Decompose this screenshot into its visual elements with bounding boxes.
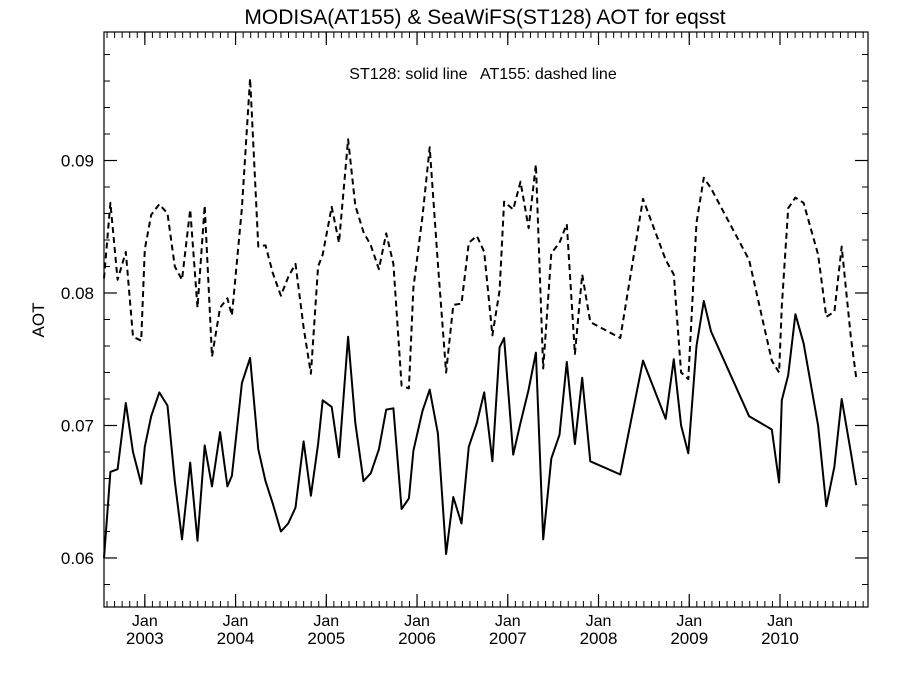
x-tick-year-label: 2003	[126, 629, 164, 648]
x-tick-month-label: Jan	[313, 613, 339, 630]
minor-ticks	[104, 32, 868, 607]
x-tick-month-label: Jan	[404, 613, 430, 630]
series-line-at155	[103, 77, 858, 390]
y-tick-label: 0.08	[61, 284, 94, 303]
y-tick-label: 0.06	[61, 549, 94, 568]
y-axis-label: AOT	[29, 303, 48, 338]
x-tick-month-label: Jan	[676, 613, 702, 630]
x-tick-year-label: 2005	[307, 629, 345, 648]
x-tick-year-label: 2010	[761, 629, 799, 648]
y-tick-label: 0.07	[61, 416, 94, 435]
series-line-st128	[103, 300, 858, 559]
y-axis-ticks: 0.06 0.07 0.08 0.09	[61, 152, 868, 568]
x-tick-month-label: Jan	[223, 613, 249, 630]
x-tick-year-label: 2008	[580, 629, 618, 648]
x-tick-month-label: Jan	[767, 613, 793, 630]
x-tick-month-label: Jan	[495, 613, 521, 630]
x-tick-month-label: Jan	[586, 613, 612, 630]
legend-annotation: ST128: solid line AT155: dashed line	[349, 66, 617, 83]
x-tick-year-label: 2009	[670, 629, 708, 648]
y-tick-label: 0.09	[61, 152, 94, 171]
x-axis-ticks: Jan2003Jan2004Jan2005Jan2006Jan2007Jan20…	[126, 32, 799, 648]
x-tick-year-label: 2006	[398, 629, 436, 648]
chart-title: MODISA(AT155) & SeaWiFS(ST128) AOT for e…	[244, 6, 725, 29]
x-tick-month-label: Jan	[132, 613, 158, 630]
x-tick-year-label: 2007	[489, 629, 527, 648]
plot-frame	[103, 31, 869, 608]
series-layer	[103, 77, 858, 559]
x-tick-year-label: 2004	[217, 629, 255, 648]
